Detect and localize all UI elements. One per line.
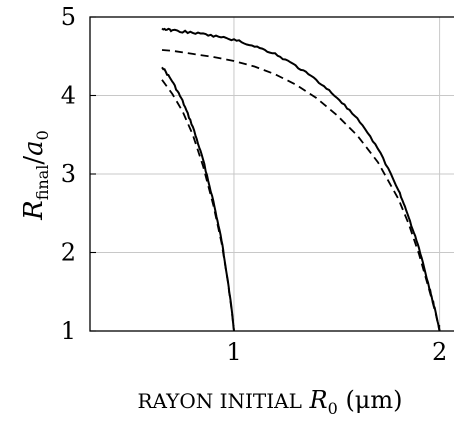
series-layer (161, 27, 441, 332)
solid-curve-2 (161, 27, 441, 332)
y-tick-label: 1 (61, 317, 76, 345)
y-axis-title-numerator-subscript: final (33, 165, 52, 201)
x-axis-title: RAYON INITIAL R0 (μm) (137, 386, 402, 418)
x-axis-title-symbol: R (309, 386, 328, 414)
y-tick-label: 4 (61, 82, 76, 110)
y-axis-title: Rfinal/a0 (19, 130, 52, 221)
x-tick-label: 1 (226, 338, 241, 366)
tick-labels: 1 2 1 2 3 4 5 (61, 3, 448, 366)
y-axis-title-numerator: R (19, 200, 49, 221)
y-tick-label: 2 (61, 239, 76, 267)
tick-marks (90, 16, 441, 332)
x-tick-label: 2 (432, 338, 447, 366)
y-tick-label: 3 (61, 160, 76, 188)
x-axis-title-subscript: 0 (328, 399, 338, 418)
y-axis-title-denominator-subscript: 0 (33, 130, 52, 140)
grid-lines (90, 16, 454, 332)
x-axis-title-prefix: RAYON INITIAL (137, 389, 301, 413)
y-axis-title-denominator: a (19, 140, 49, 156)
dashed-curve-1 (161, 79, 235, 332)
x-axis-title-unit: (μm) (345, 386, 402, 414)
solid-curve-0 (161, 66, 235, 332)
y-tick-label: 5 (61, 3, 76, 31)
